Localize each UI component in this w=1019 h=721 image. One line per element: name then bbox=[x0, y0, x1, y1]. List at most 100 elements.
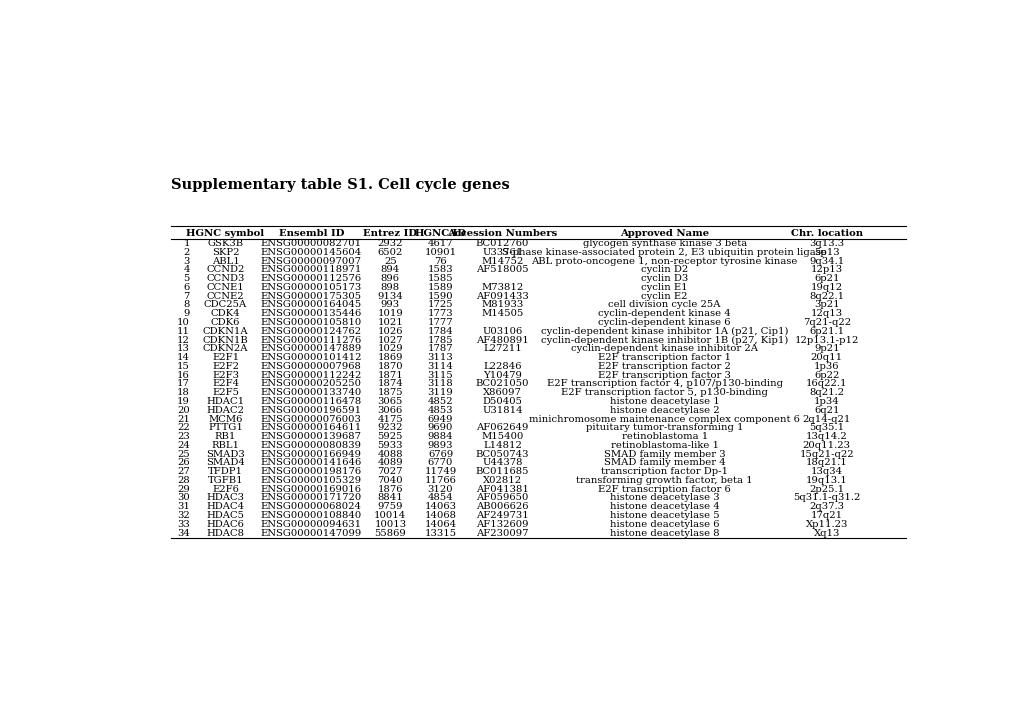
Text: 1585: 1585 bbox=[427, 274, 452, 283]
Text: transcription factor Dp-1: transcription factor Dp-1 bbox=[600, 467, 728, 476]
Text: 3119: 3119 bbox=[427, 388, 453, 397]
Text: 1725: 1725 bbox=[427, 301, 452, 309]
Text: 3114: 3114 bbox=[427, 362, 453, 371]
Text: 10014: 10014 bbox=[374, 511, 406, 520]
Text: 1029: 1029 bbox=[377, 345, 403, 353]
Text: 6949: 6949 bbox=[427, 415, 452, 423]
Text: cyclin D2: cyclin D2 bbox=[640, 265, 688, 275]
Text: 1019: 1019 bbox=[377, 309, 403, 318]
Text: X02812: X02812 bbox=[483, 476, 522, 485]
Text: 7q21-q22: 7q21-q22 bbox=[802, 318, 850, 327]
Text: 8841: 8841 bbox=[377, 493, 403, 503]
Text: 11766: 11766 bbox=[424, 476, 457, 485]
Text: 3118: 3118 bbox=[427, 379, 453, 389]
Text: 2: 2 bbox=[183, 248, 190, 257]
Text: E2F transcription factor 5, p130-binding: E2F transcription factor 5, p130-binding bbox=[560, 388, 767, 397]
Text: AF062649: AF062649 bbox=[476, 423, 528, 433]
Text: 10013: 10013 bbox=[374, 520, 406, 528]
Text: 6769: 6769 bbox=[428, 450, 452, 459]
Text: 1784: 1784 bbox=[427, 327, 453, 336]
Text: 24: 24 bbox=[177, 441, 190, 450]
Text: AF059650: AF059650 bbox=[476, 493, 528, 503]
Text: 6p21.1: 6p21.1 bbox=[808, 327, 844, 336]
Text: cell division cycle 25A: cell division cycle 25A bbox=[607, 301, 720, 309]
Text: 3115: 3115 bbox=[427, 371, 453, 380]
Text: 8: 8 bbox=[183, 301, 190, 309]
Text: SMAD family member 4: SMAD family member 4 bbox=[603, 459, 725, 467]
Text: 4854: 4854 bbox=[427, 493, 453, 503]
Text: AF091433: AF091433 bbox=[476, 292, 529, 301]
Text: SMAD4: SMAD4 bbox=[206, 459, 245, 467]
Text: 1785: 1785 bbox=[427, 335, 452, 345]
Text: 18: 18 bbox=[177, 388, 190, 397]
Text: 5: 5 bbox=[183, 274, 190, 283]
Text: 1875: 1875 bbox=[377, 388, 403, 397]
Text: 5p13: 5p13 bbox=[813, 248, 839, 257]
Text: cyclin D3: cyclin D3 bbox=[640, 274, 688, 283]
Text: 1876: 1876 bbox=[377, 485, 403, 494]
Text: 1p36: 1p36 bbox=[813, 362, 839, 371]
Text: cyclin-dependent kinase 4: cyclin-dependent kinase 4 bbox=[598, 309, 731, 318]
Text: 13q14.2: 13q14.2 bbox=[805, 432, 847, 441]
Text: ENSG00000080839: ENSG00000080839 bbox=[261, 441, 362, 450]
Text: pituitary tumor-transforming 1: pituitary tumor-transforming 1 bbox=[585, 423, 743, 433]
Text: HGNC symbol: HGNC symbol bbox=[186, 229, 264, 238]
Text: Chr. location: Chr. location bbox=[790, 229, 862, 238]
Text: AF518005: AF518005 bbox=[476, 265, 529, 275]
Text: 4617: 4617 bbox=[427, 239, 452, 248]
Text: 5q31.1-q31.2: 5q31.1-q31.2 bbox=[792, 493, 860, 503]
Text: 894: 894 bbox=[380, 265, 399, 275]
Text: 1026: 1026 bbox=[377, 327, 403, 336]
Text: 3p21: 3p21 bbox=[813, 301, 839, 309]
Text: 12q13: 12q13 bbox=[810, 309, 842, 318]
Text: 896: 896 bbox=[380, 274, 399, 283]
Text: 28: 28 bbox=[177, 476, 190, 485]
Text: U31814: U31814 bbox=[482, 406, 523, 415]
Text: Xq13: Xq13 bbox=[813, 528, 839, 538]
Text: E2F2: E2F2 bbox=[212, 362, 238, 371]
Text: ENSG00000175305: ENSG00000175305 bbox=[261, 292, 362, 301]
Text: U03106: U03106 bbox=[482, 327, 522, 336]
Text: BC011685: BC011685 bbox=[476, 467, 529, 476]
Text: ENSG00000105329: ENSG00000105329 bbox=[261, 476, 362, 485]
Text: cyclin E1: cyclin E1 bbox=[641, 283, 687, 292]
Text: 9690: 9690 bbox=[427, 423, 452, 433]
Text: 11749: 11749 bbox=[424, 467, 457, 476]
Text: 16: 16 bbox=[177, 371, 190, 380]
Text: Ensembl ID: Ensembl ID bbox=[278, 229, 343, 238]
Text: histone deacetylase 5: histone deacetylase 5 bbox=[609, 511, 718, 520]
Text: 4088: 4088 bbox=[377, 450, 403, 459]
Text: TGFB1: TGFB1 bbox=[208, 476, 244, 485]
Text: 1p34: 1p34 bbox=[813, 397, 839, 406]
Text: BC021050: BC021050 bbox=[476, 379, 529, 389]
Text: HGNC.ID: HGNC.ID bbox=[414, 229, 466, 238]
Text: 14063: 14063 bbox=[424, 503, 457, 511]
Text: 6: 6 bbox=[183, 283, 190, 292]
Text: D50405: D50405 bbox=[482, 397, 522, 406]
Text: HDAC8: HDAC8 bbox=[206, 528, 245, 538]
Text: E2F transcription factor 6: E2F transcription factor 6 bbox=[598, 485, 731, 494]
Text: CDKN1B: CDKN1B bbox=[203, 335, 249, 345]
Text: E2F transcription factor 4, p107/p130-binding: E2F transcription factor 4, p107/p130-bi… bbox=[546, 379, 782, 389]
Text: 20q11.23: 20q11.23 bbox=[802, 441, 850, 450]
Text: 10: 10 bbox=[177, 318, 190, 327]
Text: L27211: L27211 bbox=[483, 345, 522, 353]
Text: 23: 23 bbox=[177, 432, 190, 441]
Text: 12: 12 bbox=[177, 335, 190, 345]
Text: 16q22.1: 16q22.1 bbox=[805, 379, 847, 389]
Text: minichromosome maintenance complex component 6: minichromosome maintenance complex compo… bbox=[529, 415, 799, 423]
Text: 9p21: 9p21 bbox=[813, 345, 839, 353]
Text: ENSG00000105173: ENSG00000105173 bbox=[261, 283, 362, 292]
Text: 1583: 1583 bbox=[427, 265, 452, 275]
Text: cyclin-dependent kinase 6: cyclin-dependent kinase 6 bbox=[598, 318, 731, 327]
Text: 2q37.3: 2q37.3 bbox=[808, 503, 844, 511]
Text: ENSG00000118971: ENSG00000118971 bbox=[260, 265, 362, 275]
Text: histone deacetylase 8: histone deacetylase 8 bbox=[609, 528, 718, 538]
Text: ENSG00000105810: ENSG00000105810 bbox=[261, 318, 362, 327]
Text: SKP2: SKP2 bbox=[212, 248, 239, 257]
Text: 14068: 14068 bbox=[424, 511, 457, 520]
Text: ENSG00000196591: ENSG00000196591 bbox=[261, 406, 362, 415]
Text: 1773: 1773 bbox=[427, 309, 452, 318]
Text: Entrez ID: Entrez ID bbox=[363, 229, 417, 238]
Text: 26: 26 bbox=[177, 459, 190, 467]
